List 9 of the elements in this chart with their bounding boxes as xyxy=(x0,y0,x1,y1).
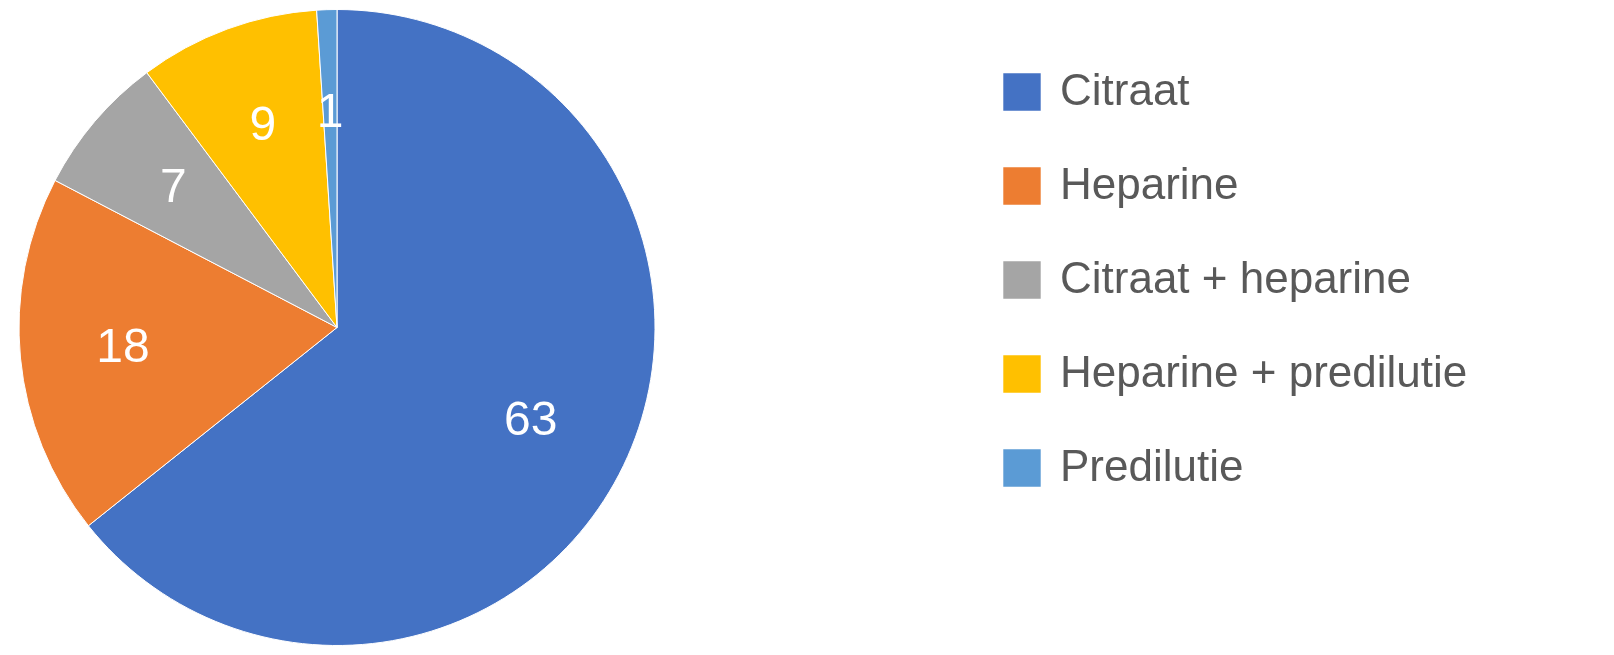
data-label: 7 xyxy=(159,159,187,213)
legend-label: Predilutie xyxy=(1060,441,1244,490)
data-label: 9 xyxy=(249,96,277,150)
data-label: 63 xyxy=(504,391,558,445)
legend-label: Heparine + predilutie xyxy=(1060,347,1468,396)
legend-label: Heparine xyxy=(1060,159,1239,208)
data-label: 18 xyxy=(96,319,150,373)
legend-label: Citraat xyxy=(1060,65,1190,114)
legend-label: Citraat + heparine xyxy=(1060,253,1411,302)
